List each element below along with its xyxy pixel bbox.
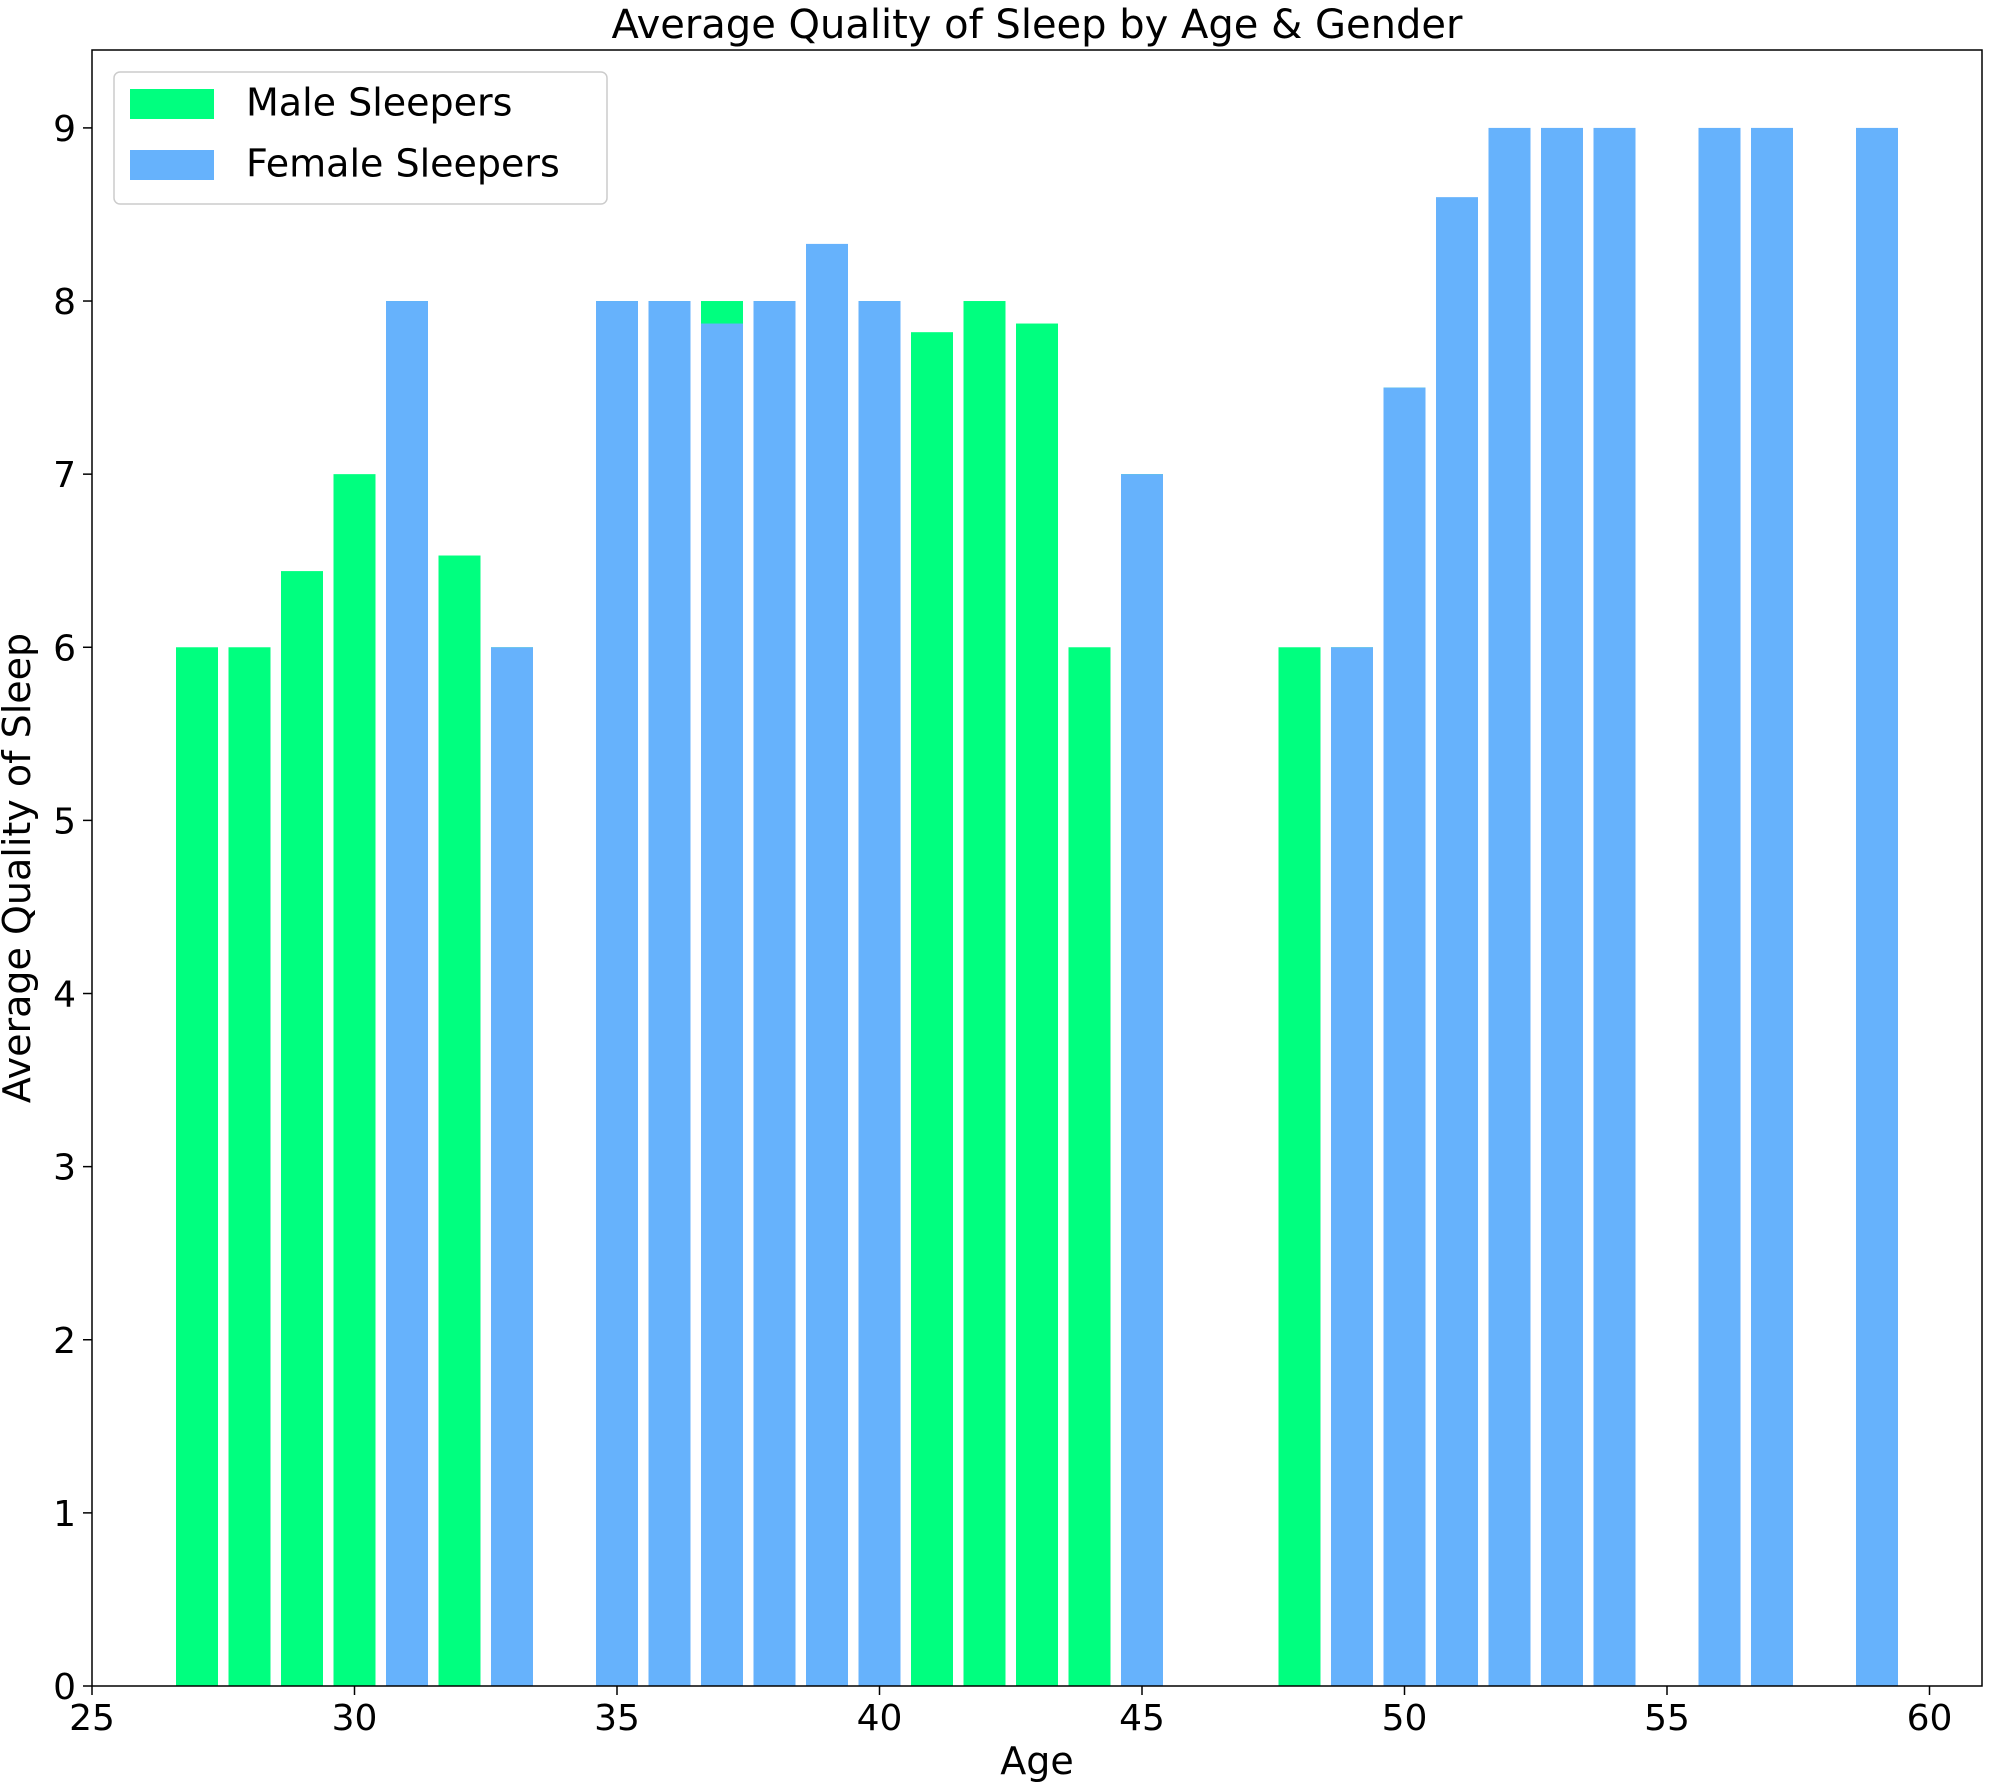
bar-female-age-59 bbox=[1856, 127, 1898, 1686]
bar-female-age-37 bbox=[701, 323, 743, 1687]
bar-female-age-38 bbox=[753, 301, 796, 1686]
x-tick-label: 55 bbox=[1644, 1698, 1690, 1739]
bar-female-age-53 bbox=[1541, 127, 1583, 1686]
legend-label-female: Female Sleepers bbox=[246, 142, 560, 186]
bar-female-age-33 bbox=[491, 647, 533, 1687]
x-tick-label: 50 bbox=[1382, 1698, 1428, 1739]
bar-male-age-30 bbox=[333, 474, 376, 1686]
x-tick-label: 35 bbox=[594, 1698, 640, 1739]
bar-female-age-45 bbox=[1121, 474, 1163, 1686]
y-tick-label: 7 bbox=[53, 455, 76, 496]
y-tick-label: 5 bbox=[53, 801, 76, 842]
y-tick-label: 3 bbox=[53, 1148, 76, 1189]
bar-male-age-42 bbox=[963, 301, 1006, 1686]
bar-male-age-32 bbox=[438, 555, 481, 1686]
legend-label-male: Male Sleepers bbox=[246, 81, 512, 125]
chart-title: Average Quality of Sleep by Age & Gender bbox=[612, 2, 1463, 48]
bar-female-age-31 bbox=[386, 301, 428, 1686]
bar-female-age-49 bbox=[1331, 647, 1373, 1687]
x-tick-label: 60 bbox=[1907, 1698, 1953, 1739]
bar-male-age-28 bbox=[228, 647, 271, 1687]
x-tick-label: 30 bbox=[332, 1698, 378, 1739]
y-tick-label: 6 bbox=[53, 628, 76, 669]
y-tick-label: 0 bbox=[53, 1667, 76, 1708]
bar-female-age-54 bbox=[1593, 127, 1636, 1686]
bars-layer bbox=[176, 127, 1898, 1687]
bar-female-age-39 bbox=[806, 243, 848, 1687]
bar-male-age-43 bbox=[1016, 323, 1058, 1687]
bar-female-age-57 bbox=[1751, 127, 1793, 1686]
bar-female-age-51 bbox=[1436, 197, 1478, 1686]
bar-male-age-44 bbox=[1068, 647, 1111, 1687]
y-tick-label: 1 bbox=[53, 1494, 76, 1535]
bar-male-age-41 bbox=[911, 332, 953, 1686]
x-tick-label: 25 bbox=[69, 1698, 115, 1739]
legend-box bbox=[113, 71, 608, 205]
y-axis-title: Average Quality of Sleep bbox=[0, 633, 39, 1103]
legend-swatch-female bbox=[130, 150, 214, 180]
bar-female-age-35 bbox=[596, 301, 638, 1686]
bar-male-age-48 bbox=[1278, 647, 1321, 1687]
y-tick-label: 2 bbox=[53, 1321, 76, 1362]
x-tick-label: 45 bbox=[1119, 1698, 1165, 1739]
bar-female-age-50 bbox=[1383, 387, 1426, 1687]
bar-female-age-36 bbox=[648, 301, 691, 1686]
legend: Male Sleepers Female Sleepers bbox=[113, 71, 608, 205]
legend-swatch-male bbox=[130, 89, 214, 119]
bar-male-age-27 bbox=[176, 647, 218, 1687]
x-axis-title: Age bbox=[1000, 1739, 1074, 1783]
y-tick-label: 9 bbox=[53, 109, 76, 150]
bar-female-age-52 bbox=[1488, 127, 1531, 1686]
plot-frame bbox=[91, 49, 1983, 1687]
y-tick-label: 8 bbox=[53, 282, 76, 323]
y-tick-label: 4 bbox=[53, 975, 76, 1016]
bar-female-age-40 bbox=[858, 301, 901, 1686]
x-tick-label: 40 bbox=[857, 1698, 903, 1739]
bar-female-age-56 bbox=[1698, 127, 1741, 1686]
bar-male-age-29 bbox=[281, 571, 323, 1686]
